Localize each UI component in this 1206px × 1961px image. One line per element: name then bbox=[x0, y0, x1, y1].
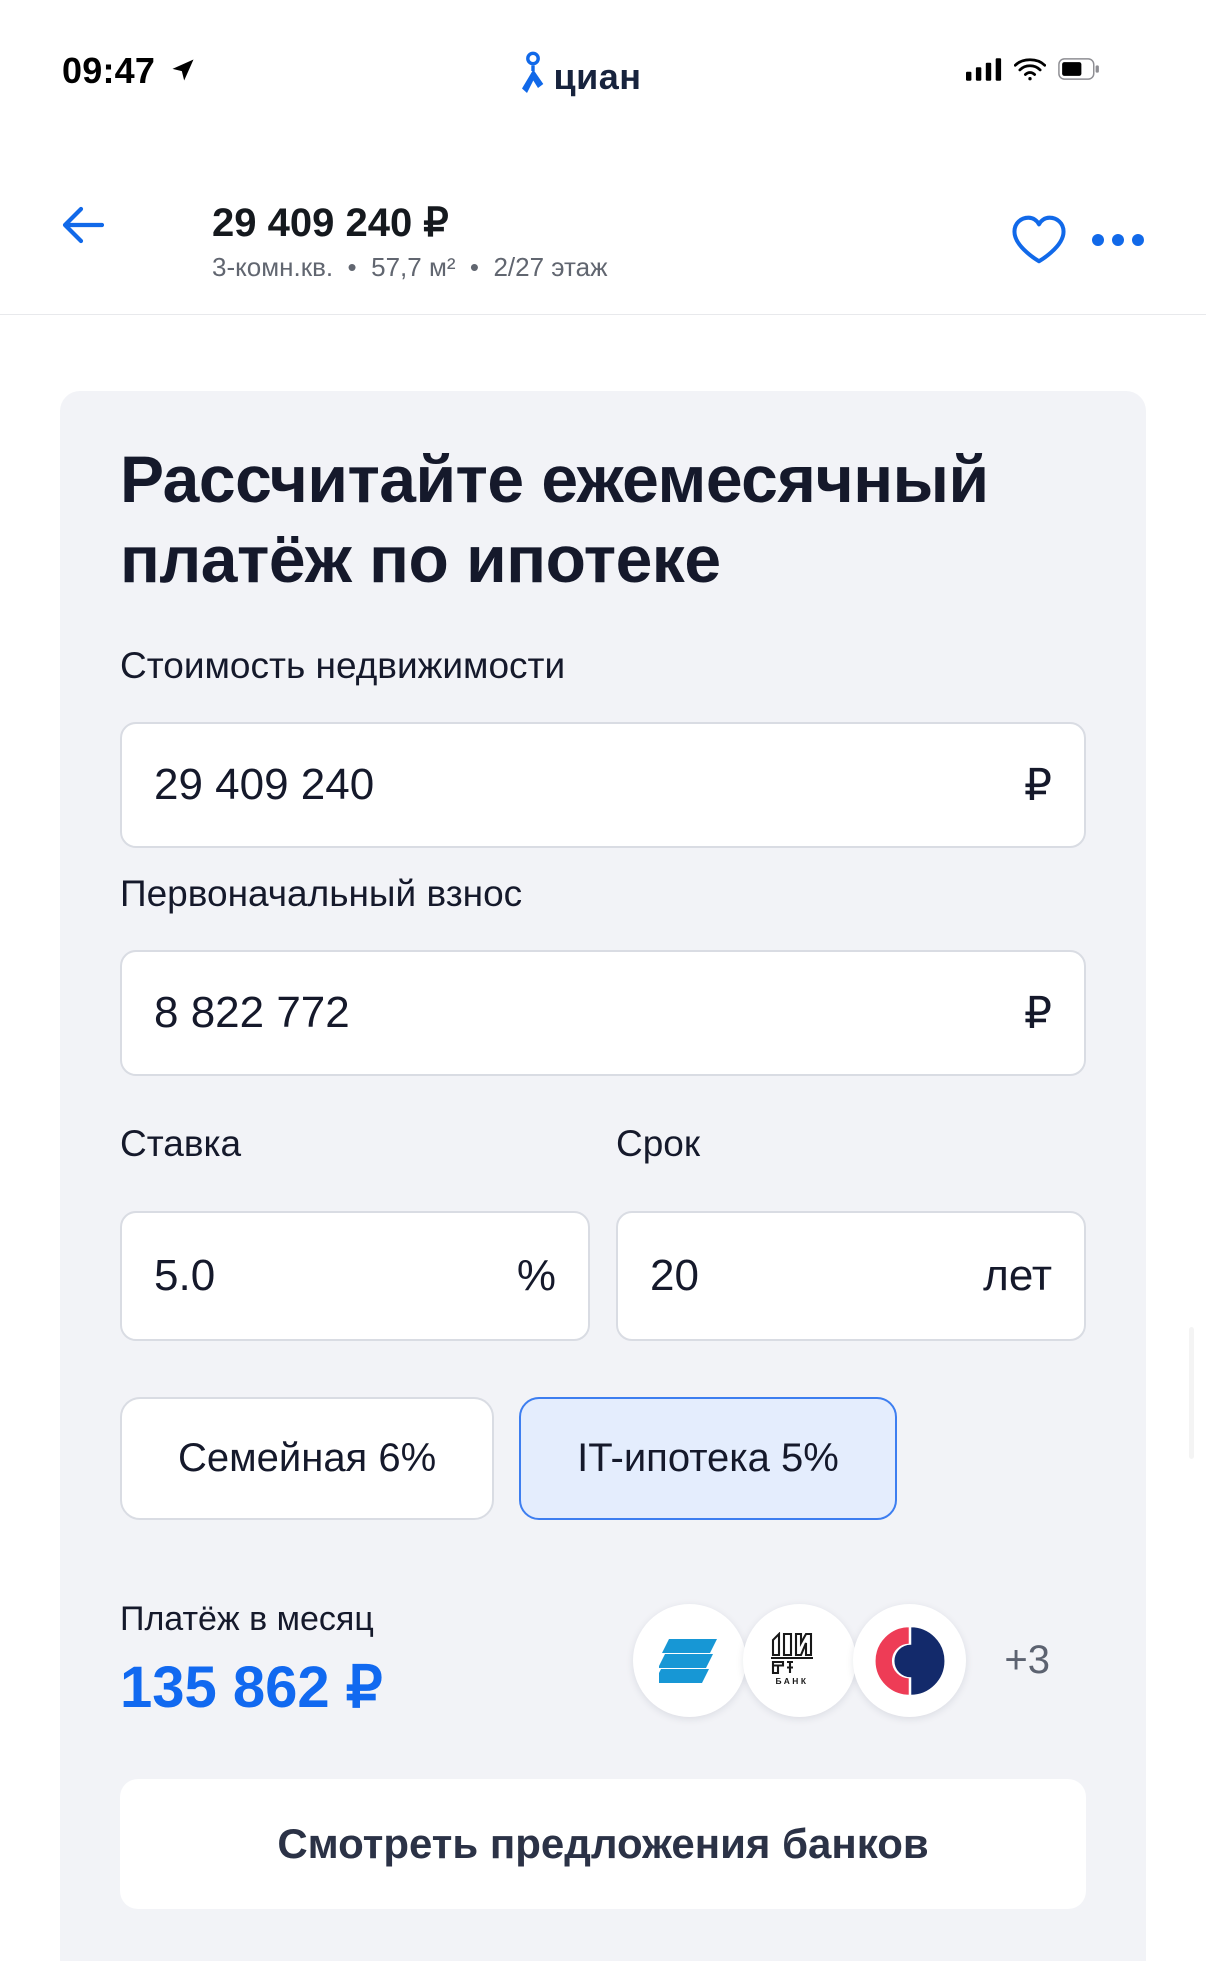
svg-text:БАНК: БАНК bbox=[775, 1676, 808, 1686]
